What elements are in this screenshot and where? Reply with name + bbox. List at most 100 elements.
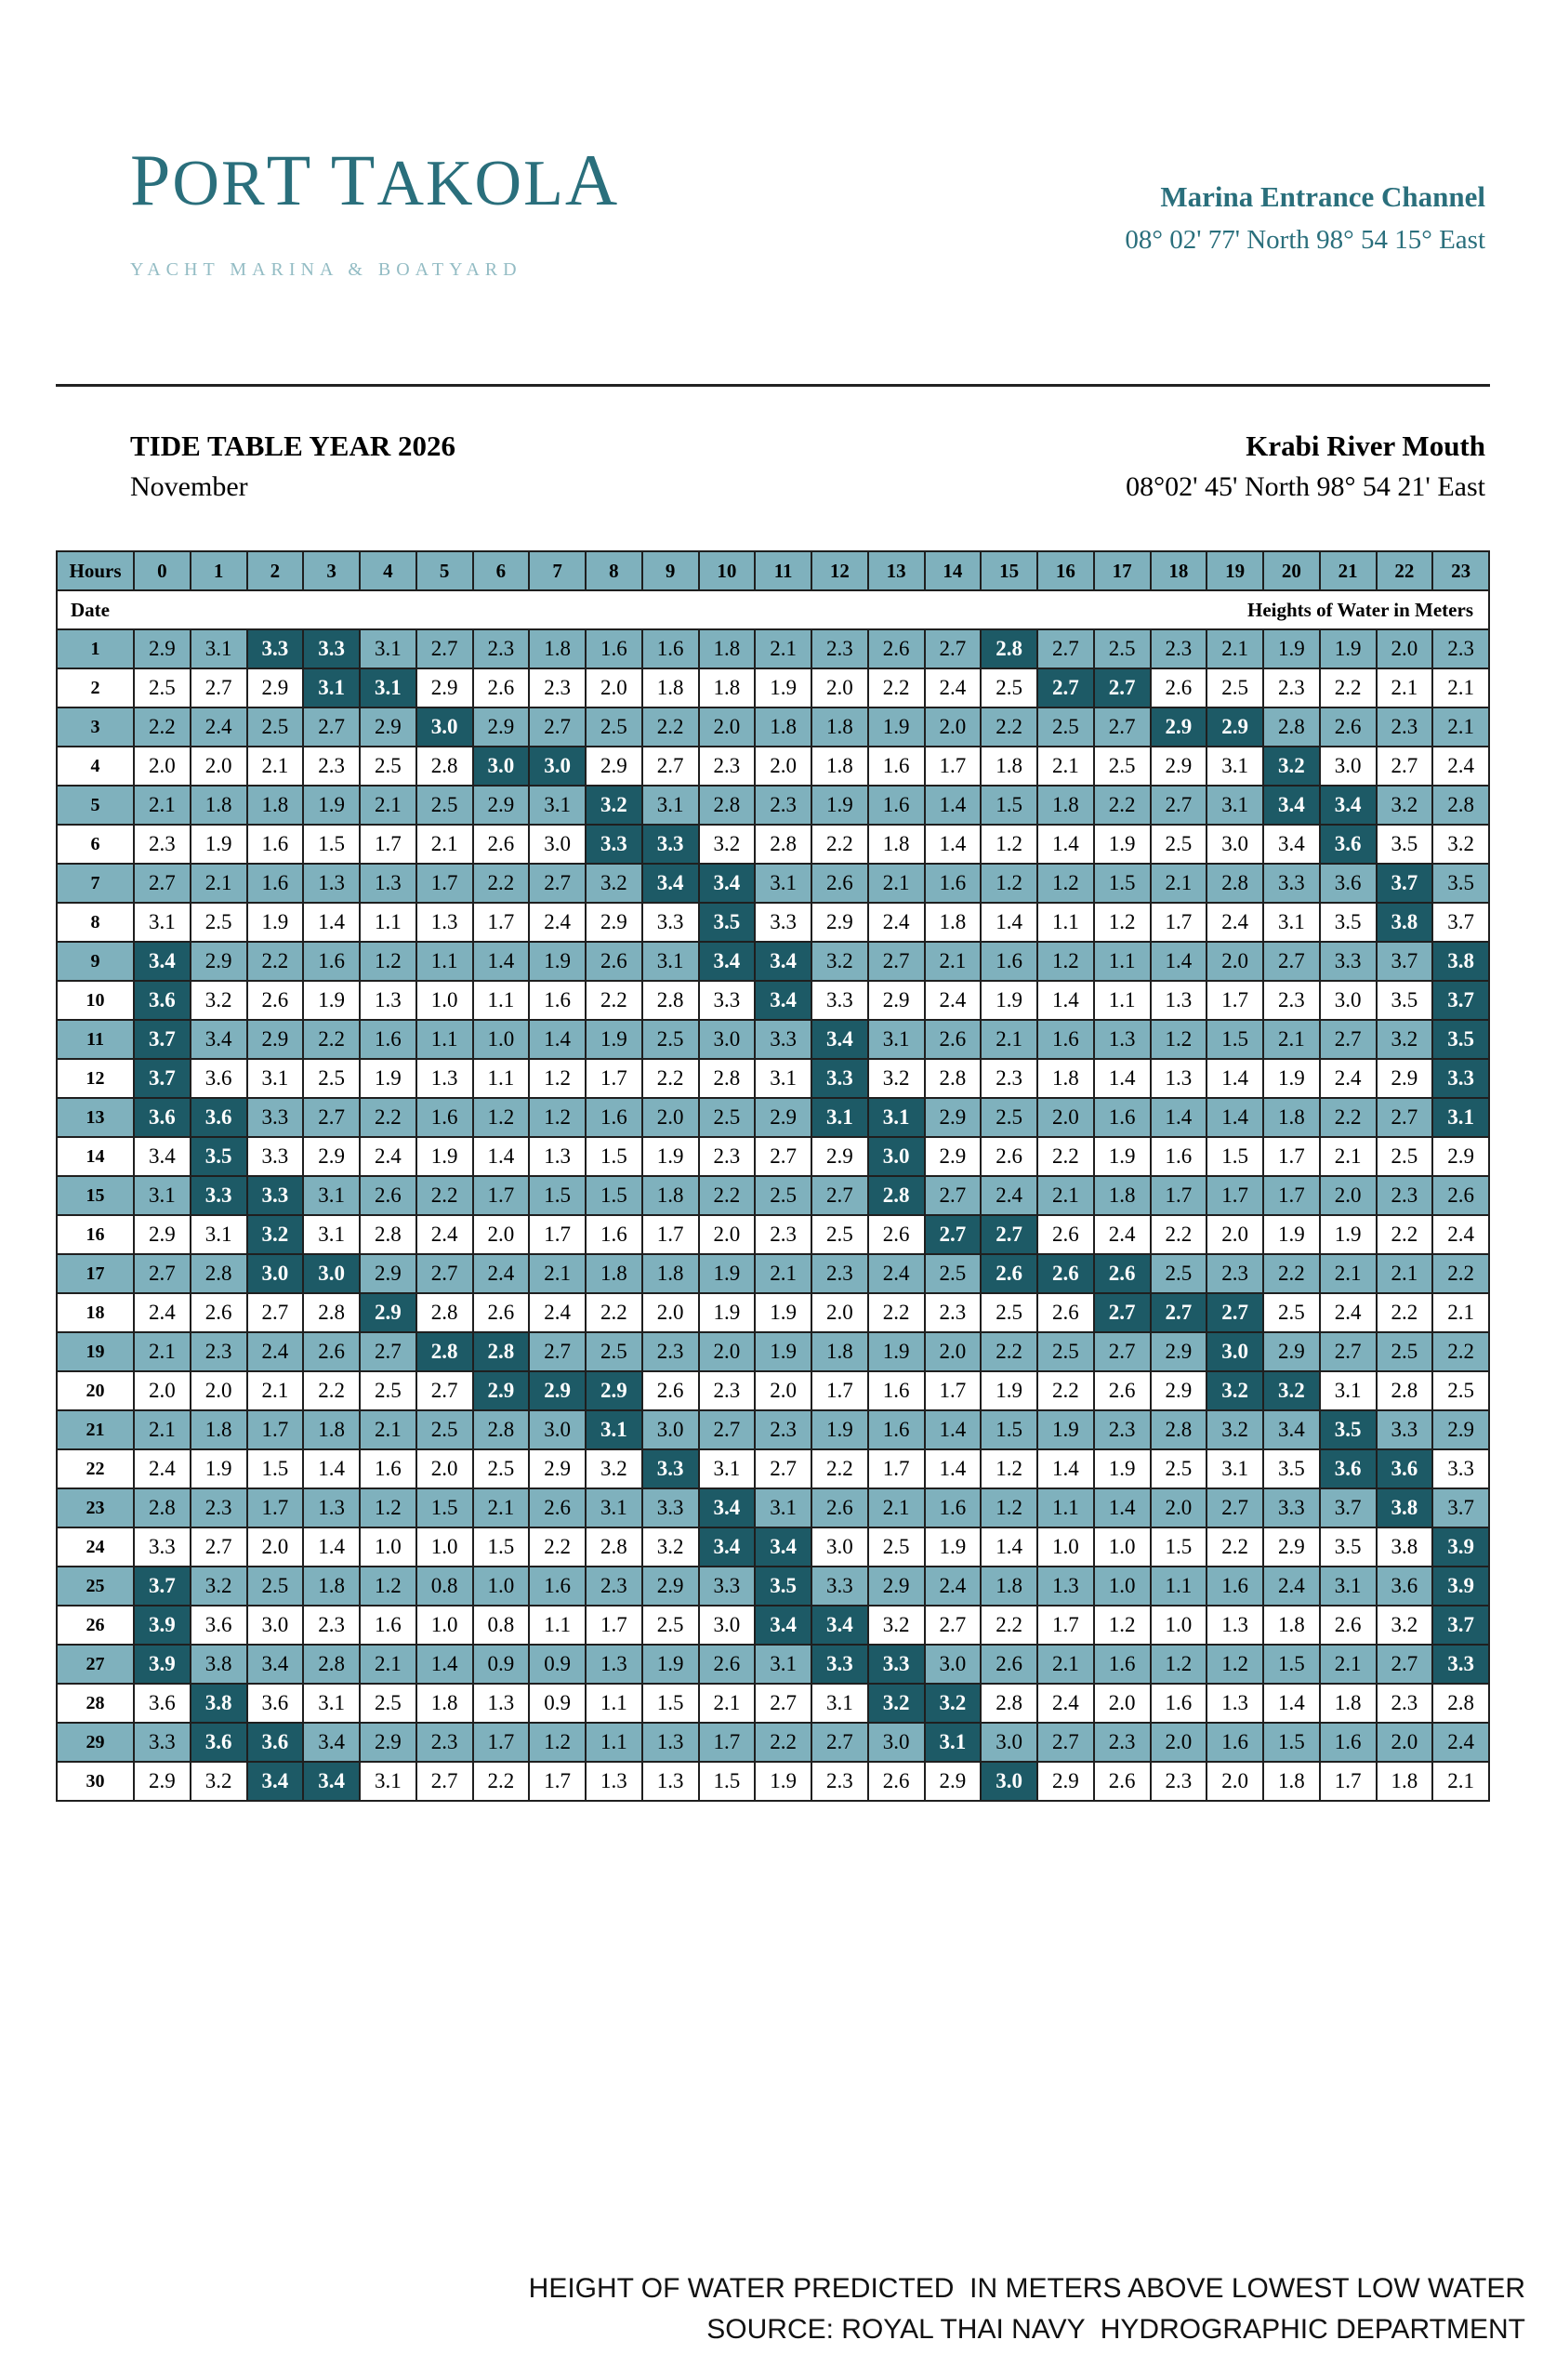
height-cell: 3.1	[133, 1175, 191, 1216]
height-cell: 2.7	[528, 1331, 587, 1372]
high-tide-cell: 2.9	[528, 1370, 587, 1411]
height-cell: 3.5	[1375, 980, 1434, 1021]
height-cell: 2.2	[471, 1761, 531, 1802]
height-cell: 2.2	[811, 1448, 869, 1489]
hour-header: 17	[1092, 550, 1152, 591]
high-tide-cell: 3.6	[133, 980, 191, 1021]
height-cell: 2.1	[245, 1370, 305, 1411]
tide-table-title: TIDE TABLE YEAR 2026	[130, 430, 455, 462]
table-row: 19 2.1 2.3 2.4 2.6 2.7 2.8 2.8 2.7 2.5 2.3 2.0 1.9 1.…	[56, 1331, 1490, 1372]
height-cell: 2.6	[1092, 1370, 1152, 1411]
marina-title: Marina Entrance Channel	[1160, 180, 1485, 213]
height-cell: 2.4	[528, 902, 587, 943]
height-cell: 1.8	[189, 1409, 248, 1450]
location-block: Krabi River Mouth 08°02' 45' North 98° 5…	[1126, 426, 1485, 508]
footer-note: HEIGHT OF WATER PREDICTED IN METERS ABOV…	[529, 2268, 1525, 2349]
height-cell: 2.4	[1431, 1722, 1490, 1763]
height-cell: 2.3	[980, 1058, 1038, 1099]
height-cell: 1.4	[923, 824, 982, 865]
high-tide-cell: 3.0	[245, 1253, 305, 1294]
height-cell: 2.2	[640, 1058, 700, 1099]
height-cell: 1.9	[585, 1019, 643, 1060]
height-cell: 2.4	[1206, 902, 1264, 943]
height-cell: 1.8	[640, 1175, 700, 1216]
height-cell: 3.0	[528, 824, 587, 865]
height-cell: 1.6	[585, 628, 643, 669]
height-cell: 1.9	[1262, 1058, 1321, 1099]
high-tide-cell: 3.9	[133, 1605, 191, 1646]
height-cell: 3.2	[811, 941, 869, 982]
height-cell: 3.3	[133, 1527, 191, 1567]
height-cell: 2.5	[754, 1175, 812, 1216]
height-cell: 1.9	[1318, 1214, 1378, 1255]
height-cell: 1.5	[245, 1448, 305, 1489]
height-cell: 3.1	[359, 628, 417, 669]
height-cell: 1.8	[528, 628, 587, 669]
height-cell: 3.1	[189, 1214, 248, 1255]
height-cell: 3.1	[811, 1683, 869, 1724]
height-cell: 2.6	[980, 1644, 1038, 1685]
height-cell: 2.2	[1036, 1370, 1095, 1411]
date-cell: 1	[56, 628, 135, 669]
height-cell: 2.2	[1149, 1214, 1208, 1255]
high-tide-cell: 3.4	[302, 1761, 361, 1802]
height-cell: 1.7	[585, 1605, 643, 1646]
height-cell: 2.0	[1149, 1722, 1208, 1763]
high-tide-cell: 3.7	[1431, 980, 1490, 1021]
logo-tagline: YACHT MARINA & BOATYARD	[130, 259, 522, 280]
height-cell: 2.3	[1092, 1722, 1152, 1763]
high-tide-cell: 3.4	[754, 1527, 812, 1567]
height-cell: 3.1	[1318, 1370, 1378, 1411]
height-cell: 2.7	[1375, 746, 1434, 787]
height-cell: 1.2	[359, 1488, 417, 1528]
high-tide-cell: 3.4	[754, 980, 812, 1021]
height-cell: 1.6	[302, 941, 361, 982]
height-cell: 2.3	[189, 1488, 248, 1528]
height-cell: 1.1	[471, 980, 531, 1021]
height-cell: 2.0	[697, 707, 757, 747]
height-cell: 3.3	[1431, 1448, 1490, 1489]
height-cell: 2.9	[1149, 746, 1208, 787]
height-cell: 2.7	[1036, 628, 1095, 669]
height-cell: 3.4	[302, 1722, 361, 1763]
height-cell: 3.2	[640, 1527, 700, 1567]
high-tide-cell: 2.6	[1036, 1253, 1095, 1294]
height-cell: 2.5	[1375, 1136, 1434, 1177]
high-tide-cell: 3.2	[1206, 1370, 1264, 1411]
height-cell: 1.6	[640, 628, 700, 669]
height-cell: 2.1	[189, 863, 248, 904]
height-cell: 3.4	[245, 1644, 305, 1685]
height-cell: 3.0	[811, 1527, 869, 1567]
height-cell: 2.9	[866, 980, 926, 1021]
hour-header: 16	[1036, 550, 1095, 591]
height-cell: 1.7	[471, 902, 531, 943]
high-tide-cell: 3.7	[1431, 1605, 1490, 1646]
height-cell: 2.7	[1149, 785, 1208, 826]
height-cell: 1.7	[245, 1409, 305, 1450]
high-tide-cell: 3.5	[697, 902, 757, 943]
height-cell: 2.6	[866, 1761, 926, 1802]
date-cell: 2	[56, 668, 135, 708]
date-cell: 25	[56, 1566, 135, 1606]
height-cell: 0.8	[415, 1566, 474, 1606]
height-cell: 3.7	[1318, 1488, 1378, 1528]
high-tide-cell: 3.0	[415, 707, 474, 747]
hour-header: 14	[923, 550, 982, 591]
height-cell: 1.1	[415, 1019, 474, 1060]
high-tide-cell: 3.0	[528, 746, 587, 787]
hour-header: 5	[415, 550, 474, 591]
height-cell: 2.8	[1206, 863, 1264, 904]
height-cell: 1.1	[585, 1683, 643, 1724]
date-cell: 12	[56, 1058, 135, 1099]
height-cell: 2.9	[1375, 1058, 1434, 1099]
height-cell: 1.0	[359, 1527, 417, 1567]
table-row: 20 2.0 2.0 2.1 2.2 2.5 2.7 2.9 2.9 2.9 2.6 2.3 2.0 1.…	[56, 1370, 1490, 1411]
table-row: 1 2.9 3.1 3.3 3.3 3.1 2.7 2.3 1.8 1.6 1.6 1.8 2.1 2.3…	[56, 628, 1490, 669]
height-cell: 2.4	[1262, 1566, 1321, 1606]
height-cell: 2.1	[866, 863, 926, 904]
height-cell: 3.5	[1375, 824, 1434, 865]
tide-table-month: November	[130, 471, 248, 503]
height-cell: 2.8	[359, 1214, 417, 1255]
table-row: 21 2.1 1.8 1.7 1.8 2.1 2.5 2.8 3.0 3.1 3.0 2.7 2.3 1.…	[56, 1409, 1490, 1450]
height-cell: 2.6	[697, 1644, 757, 1685]
